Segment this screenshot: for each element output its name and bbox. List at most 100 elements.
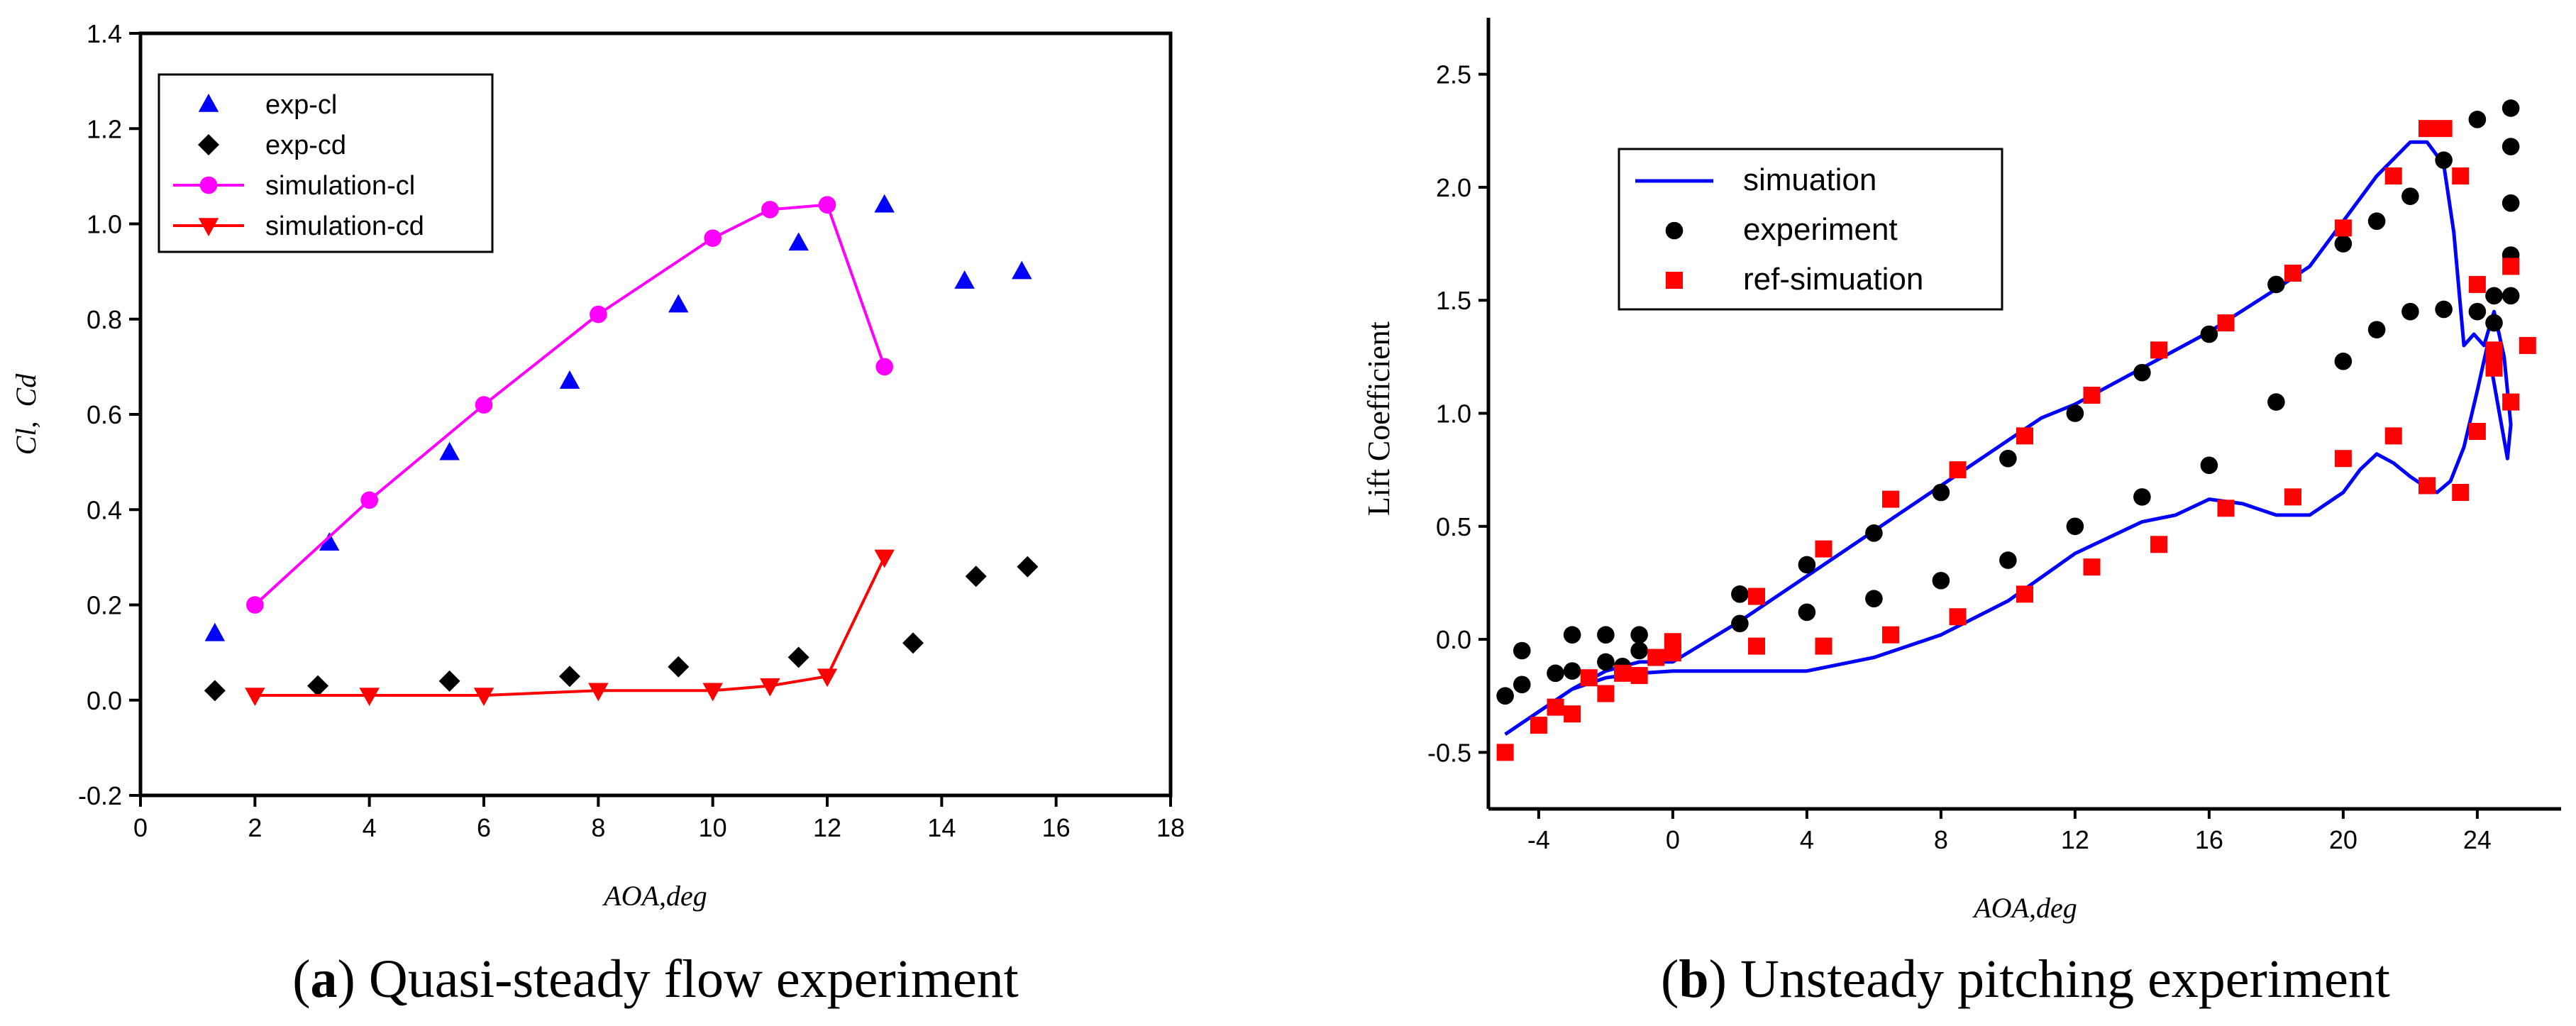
panel-b-ref-simuation-point — [1647, 649, 1665, 666]
panel-b-ref-simuation-point — [1597, 685, 1615, 702]
panel-a-simulation-cl-point — [590, 305, 607, 324]
panel-b-experiment-point — [2502, 194, 2520, 212]
panel-a-x-axis-label: AOA,deg — [602, 880, 707, 912]
panel-a-x-tick-label: 2 — [248, 813, 262, 842]
panel-b-ref-simuation-point — [2217, 314, 2235, 332]
panel-b-ref-simuation-point — [2083, 558, 2101, 576]
panel-b-ref-simuation-point — [1530, 717, 1547, 734]
panel-a-legend-label: simulation-cl — [265, 171, 415, 201]
panel-b-experiment-point — [1932, 483, 1950, 502]
panel-b-ref-simuation-point — [1496, 744, 1514, 761]
panel-b-ref-simuation-point — [1564, 705, 1581, 723]
panel-a-exp-cl-point — [1012, 260, 1032, 280]
panel-b-experiment-point — [2367, 321, 2386, 338]
panel-b-x-tick-label: 20 — [2329, 825, 2357, 854]
panel-a-legend-item: simulation-cd — [173, 211, 424, 241]
panel-a-y-tick-label: 0.8 — [87, 305, 122, 334]
panel-b-ref-simuation-point — [2519, 336, 2536, 354]
panel-a-exp-cd-point — [1017, 556, 1039, 578]
panel-a-exp-cd-point — [438, 670, 460, 692]
panel-b-ref-simuation-point — [2384, 167, 2402, 184]
panel-b-experiment-point — [2502, 99, 2520, 117]
panel-b-experiment-point — [1630, 626, 1648, 644]
panel-b-legend-item: simuation — [1635, 162, 1876, 197]
panel-b-y-tick-label: 0.5 — [1436, 512, 1471, 541]
panel-b-experiment-point — [2468, 111, 2487, 128]
panel-b-experiment-point — [1865, 524, 1883, 542]
panel-b-ref-simuation-point — [1882, 490, 1899, 508]
panel-b-caption: (b) Unsteady pitching experiment — [1661, 949, 2390, 1009]
panel-a-legend-marker — [198, 218, 219, 236]
panel-b-experiment-point — [2468, 302, 2487, 321]
panel-b-experiment-point — [1630, 641, 1648, 660]
panel-a-exp-cl-point — [319, 532, 340, 551]
panel-b-ref-simuation-point — [2217, 500, 2235, 517]
panel-a-x-tick-label: 12 — [813, 813, 841, 842]
panel-b-ref-simuation-point — [2485, 359, 2503, 377]
panel-b-experiment-point — [1513, 641, 1531, 660]
panel-b-experiment-point — [2401, 187, 2419, 205]
panel-b-simuation-line — [1504, 140, 2513, 736]
panel-b-experiment-point — [1496, 687, 1514, 705]
panel-b-ref-simuation-point — [1664, 644, 1681, 662]
panel-a-legend-marker — [198, 134, 219, 155]
panel-a-x-tick-label: 4 — [363, 813, 377, 842]
panel-a-legend: exp-cl exp-cd simulation-cl simulation-cd — [157, 73, 494, 253]
panel-b-experiment-point — [1563, 662, 1581, 680]
panel-b-experiment-point — [2066, 517, 2084, 536]
panel-b-ref-simuation-point — [2419, 120, 2436, 138]
panel-b-x-tick-label: 16 — [2195, 825, 2223, 854]
panel-b-y-tick-label: 0.0 — [1436, 625, 1471, 654]
panel-b-experiment-point — [1597, 653, 1615, 671]
panel-b-ref-simuation-point — [1748, 637, 1765, 655]
panel-a-exp-cd-point — [902, 632, 924, 654]
panel-a-exp-cd-point — [668, 656, 690, 678]
panel-a-simulation-cd-line — [255, 556, 886, 697]
panel-b-experiment-point — [2435, 300, 2453, 319]
panel-a-legend-item: simulation-cl — [173, 171, 415, 201]
panel-b-ref-simuation-point — [1949, 608, 1967, 626]
panel-a-caption: (a) Quasi-steady flow experiment — [292, 949, 1019, 1009]
panel-a-simulation-cd-point — [702, 683, 723, 702]
panel-b-y-tick-label: 1.0 — [1436, 399, 1471, 429]
panel-a-exp-cd-point — [204, 680, 226, 702]
panel-b-experiment-point — [1731, 585, 1749, 603]
panel-b-ref-simuation-point — [2284, 264, 2301, 282]
panel-a-series-exp-cd — [204, 556, 1039, 702]
panel-b-ref-simuation-point — [1815, 637, 1833, 655]
panel-b-ref-simuation-point — [1815, 540, 1833, 558]
panel-b-x-tick-label: 4 — [1800, 825, 1814, 854]
panel-b-experiment-point — [2200, 325, 2218, 343]
panel-b-y-tick-label: 2.0 — [1436, 173, 1471, 202]
panel-a-simulation-cl-point — [704, 229, 722, 247]
panel-a-legend-marker — [198, 94, 219, 112]
panel-b-ref-simuation-point — [2435, 120, 2453, 138]
panel-b-experiment-point — [1563, 626, 1581, 644]
panel-b-experiment-point — [2502, 138, 2520, 155]
panel-b-experiment-point — [2502, 287, 2520, 305]
panel-a-series-simulation-cl — [246, 196, 893, 614]
panel-b-experiment-point — [2401, 302, 2419, 321]
panel-b-x-tick-label: 24 — [2463, 825, 2492, 854]
panel-b-ref-simuation-point — [2083, 387, 2101, 404]
panel-a-series-exp-cl — [204, 194, 1032, 641]
panel-a-legend-item: exp-cl — [198, 90, 337, 120]
panel-a-y-tick-label: 0.4 — [87, 495, 122, 524]
panel-b-ref-simuation-point — [2150, 341, 2167, 359]
panel-a-simulation-cd-point — [359, 688, 380, 707]
panel-a-legend-item: exp-cd — [198, 131, 346, 160]
panel-a-legend-label: exp-cl — [265, 90, 337, 120]
panel-b-ref-simuation-point — [2468, 422, 2486, 440]
panel-a-simulation-cl-point — [246, 596, 264, 614]
panel-a-exp-cd-point — [787, 646, 809, 668]
panel-b-ref-simuation-point — [2502, 258, 2520, 275]
panel-b-ref-simuation-point — [2016, 427, 2033, 445]
panel-b-experiment-point — [1932, 571, 1950, 590]
panel-b-experiment-point — [1513, 675, 1531, 694]
panel-a-chart: 0 2 4 6 8 10 12 14 16 18 -0.2 0.0 0.2 0.4 0.6 0.8 1.0 1.2… — [10, 19, 1185, 1009]
panel-a-x-tick-label: 0 — [133, 813, 148, 842]
panel-a-simulation-cd-point — [817, 668, 838, 688]
panel-a-exp-cl-point — [204, 622, 226, 641]
panel-b-experiment-point — [2066, 404, 2084, 422]
